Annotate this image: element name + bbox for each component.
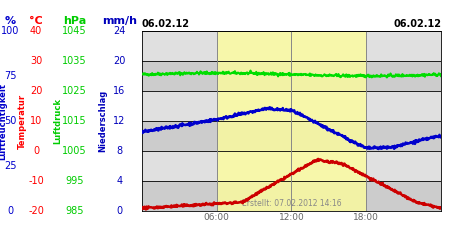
Text: °C: °C	[29, 16, 43, 26]
Bar	[216, 31, 366, 211]
Text: Erstellt: 07.02.2012 14:16: Erstellt: 07.02.2012 14:16	[242, 199, 341, 208]
Text: 100: 100	[1, 26, 19, 36]
Text: 16: 16	[113, 86, 126, 96]
Text: 06.02.12: 06.02.12	[142, 18, 190, 28]
Text: -20: -20	[28, 206, 44, 216]
Text: 995: 995	[65, 176, 84, 186]
Bar	[142, 31, 441, 61]
Bar	[142, 121, 441, 151]
Text: 40: 40	[30, 26, 42, 36]
Text: 06.02.12: 06.02.12	[393, 18, 441, 28]
Text: 1025: 1025	[62, 86, 86, 96]
Bar	[142, 91, 441, 121]
Bar	[142, 61, 441, 91]
Text: Luftfeuchtigkeit: Luftfeuchtigkeit	[0, 83, 7, 160]
Text: 1045: 1045	[62, 26, 86, 36]
Text: 0: 0	[116, 206, 122, 216]
Text: -10: -10	[28, 176, 44, 186]
Bar	[142, 181, 441, 211]
Text: 1005: 1005	[62, 146, 86, 156]
Text: Temperatur: Temperatur	[18, 94, 27, 149]
Text: mm/h: mm/h	[102, 16, 137, 26]
Text: 25: 25	[4, 161, 17, 171]
Text: 50: 50	[4, 116, 17, 126]
Text: 20: 20	[113, 56, 126, 66]
Text: Luftdruck: Luftdruck	[53, 98, 62, 144]
Text: 0: 0	[33, 146, 39, 156]
Text: 75: 75	[4, 71, 17, 81]
Text: %: %	[5, 16, 16, 26]
Text: 1035: 1035	[62, 56, 86, 66]
Text: 20: 20	[30, 86, 42, 96]
Text: 8: 8	[116, 146, 122, 156]
Text: Niederschlag: Niederschlag	[98, 90, 107, 152]
Text: 985: 985	[65, 206, 84, 216]
Text: 30: 30	[30, 56, 42, 66]
Text: 24: 24	[113, 26, 126, 36]
Text: hPa: hPa	[63, 16, 86, 26]
Text: 4: 4	[116, 176, 122, 186]
Text: 10: 10	[30, 116, 42, 126]
Bar	[142, 151, 441, 181]
Text: 0: 0	[7, 206, 14, 216]
Text: 12: 12	[113, 116, 126, 126]
Text: 1015: 1015	[62, 116, 86, 126]
